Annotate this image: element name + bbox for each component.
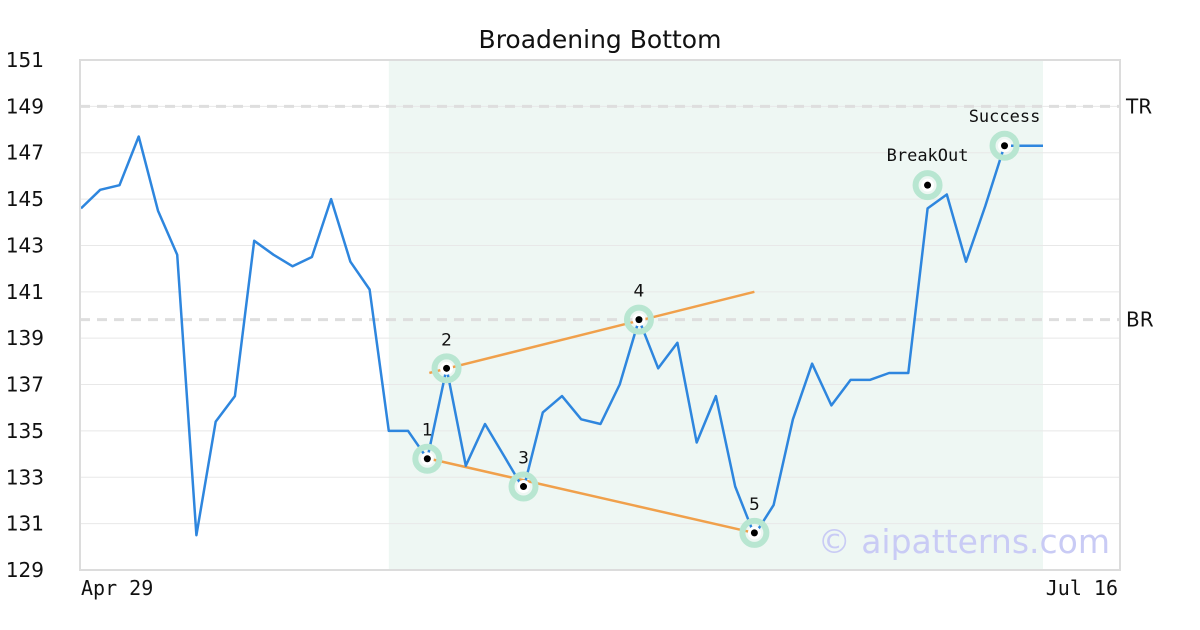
annotation-label: Success — [969, 107, 1041, 127]
pattern-point-4-halo — [623, 304, 654, 335]
pattern-point-1-dot — [423, 455, 431, 463]
reference-line-label: BR — [1126, 308, 1154, 332]
pattern-point-label: 1 — [422, 421, 433, 441]
pattern-point-5-halo — [739, 517, 770, 548]
annotation-breakout-halo — [912, 170, 943, 201]
pattern-point-label: 4 — [634, 282, 645, 302]
y-tick-label: 131 — [6, 512, 44, 536]
trendline — [429, 290, 755, 375]
y-tick-label: 137 — [6, 373, 44, 397]
pattern-point-2-dot — [443, 364, 451, 372]
y-tick-label: 151 — [6, 48, 44, 72]
plot-frame — [79, 59, 1121, 571]
pattern-point-4-dot — [635, 316, 643, 324]
y-tick-label: 133 — [6, 465, 44, 489]
y-tick-label: 145 — [6, 187, 44, 211]
pattern-point-1-halo — [412, 443, 443, 474]
pattern-point-3-dot — [520, 483, 528, 491]
y-tick-label: 149 — [6, 94, 44, 118]
y-tick-label: 139 — [6, 326, 44, 350]
y-tick-label: 141 — [6, 280, 44, 304]
annotation-success-halo — [989, 130, 1020, 161]
pattern-point-5-dot — [750, 529, 758, 537]
trendline — [429, 457, 755, 535]
watermark: © aipatterns.com — [818, 522, 1110, 561]
x-tick-label: Apr 29 — [81, 576, 153, 600]
pattern-point-label: 3 — [518, 449, 529, 469]
annotation-breakout-dot — [924, 181, 932, 189]
pattern-point-label: 5 — [749, 495, 760, 515]
pattern-point-3-halo — [508, 471, 539, 502]
y-tick-label: 147 — [6, 141, 44, 165]
pattern-window — [388, 60, 1044, 570]
y-tick-label: 143 — [6, 233, 44, 257]
annotation-success-dot — [1001, 142, 1009, 150]
y-tick-label: 135 — [6, 419, 44, 443]
reference-line-label: TR — [1125, 94, 1152, 118]
price-line — [80, 135, 1043, 537]
pattern-point-label: 2 — [441, 330, 452, 350]
chart-title: Broadening Bottom — [479, 25, 722, 54]
pattern-point-2-halo — [431, 353, 462, 384]
y-tick-label: 129 — [6, 558, 44, 582]
annotation-label: BreakOut — [887, 146, 969, 166]
x-tick-label: Jul 16 — [1046, 576, 1118, 600]
